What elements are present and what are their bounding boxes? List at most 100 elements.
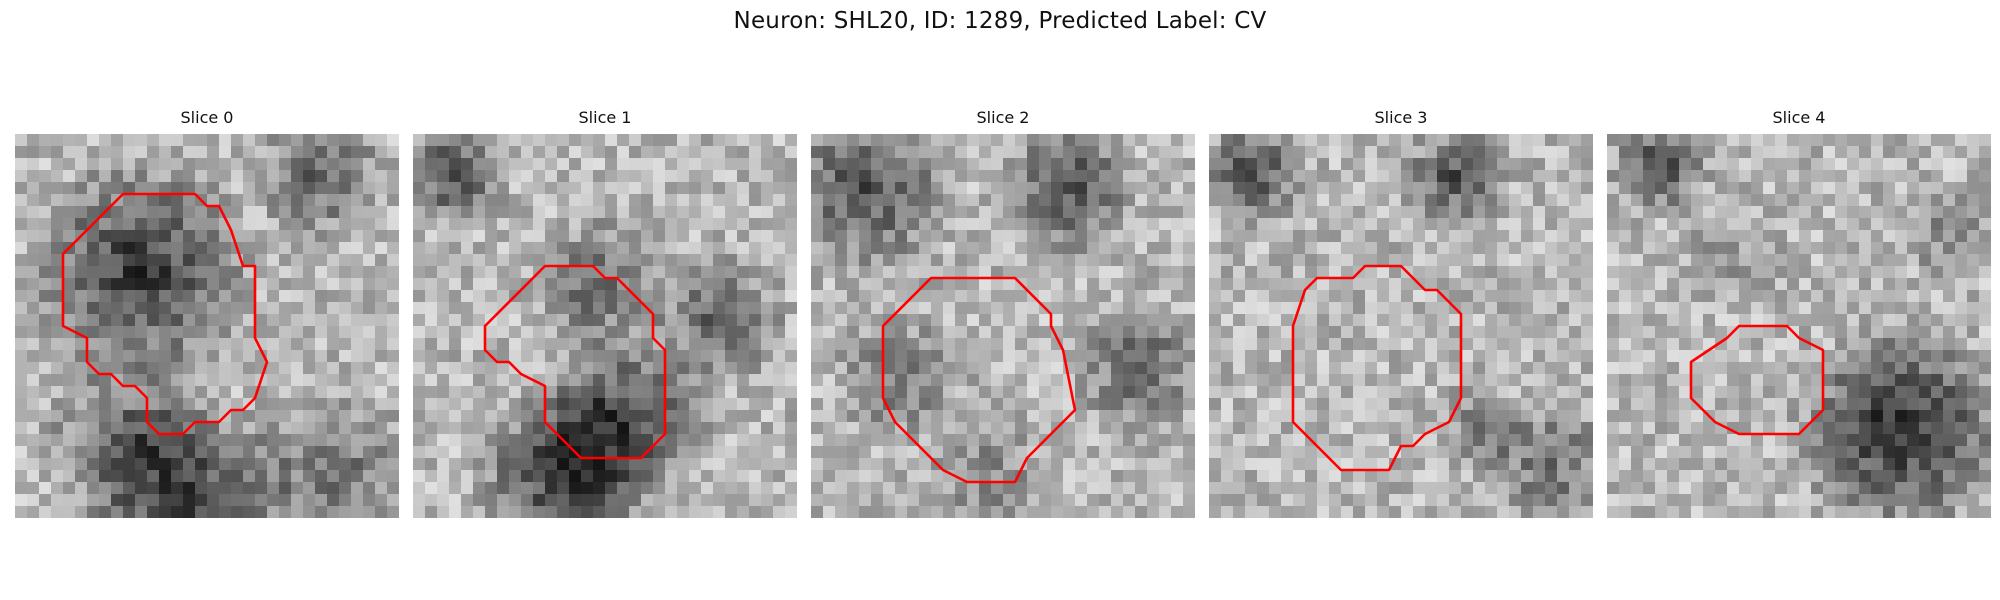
pixel-cell — [351, 374, 364, 387]
pixel-cell — [1353, 206, 1366, 219]
pixel-cell — [1679, 146, 1692, 159]
pixel-cell — [1509, 350, 1522, 363]
pixel-cell — [27, 194, 40, 207]
pixel-cell — [87, 134, 100, 147]
pixel-cell — [1883, 374, 1896, 387]
pixel-cell — [1557, 434, 1570, 447]
pixel-cell — [473, 422, 486, 435]
pixel-cell — [1281, 410, 1294, 423]
pixel-cell — [375, 482, 388, 495]
pixel-cell — [1353, 134, 1366, 147]
pixel-cell — [1317, 386, 1330, 399]
pixel-cell — [1763, 242, 1776, 255]
pixel-cell — [847, 278, 860, 291]
pixel-cell — [749, 218, 762, 231]
pixel-cell — [1823, 314, 1836, 327]
pixel-cell — [1569, 458, 1582, 471]
pixel-cell — [1955, 434, 1968, 447]
pixel-cell — [653, 422, 666, 435]
pixel-cell — [63, 482, 76, 495]
pixel-cell — [1039, 350, 1052, 363]
pixel-cell — [171, 326, 184, 339]
pixel-cell — [1257, 386, 1270, 399]
pixel-cell — [943, 470, 956, 483]
pixel-cell — [243, 494, 256, 507]
pixel-cell — [835, 410, 848, 423]
pixel-cell — [1075, 146, 1088, 159]
pixel-cell — [1967, 434, 1980, 447]
pixel-cell — [1521, 458, 1534, 471]
pixel-cell — [437, 362, 450, 375]
pixel-cell — [1027, 182, 1040, 195]
pixel-cell — [1147, 470, 1160, 483]
pixel-cell — [785, 350, 797, 363]
pixel-cell — [1317, 230, 1330, 243]
pixel-cell — [291, 338, 304, 351]
pixel-cell — [437, 134, 450, 147]
pixel-cell — [183, 146, 196, 159]
pixel-cell — [1377, 506, 1390, 518]
pixel-cell — [255, 254, 268, 267]
pixel-cell — [1099, 158, 1112, 171]
pixel-cell — [1099, 254, 1112, 267]
pixel-cell — [1087, 506, 1100, 518]
pixel-cell — [1329, 494, 1342, 507]
pixel-cell — [15, 434, 28, 447]
pixel-cell — [1955, 170, 1968, 183]
pixel-cell — [653, 254, 666, 267]
pixel-cell — [1123, 326, 1136, 339]
pixel-cell — [1305, 326, 1318, 339]
pixel-cell — [1365, 134, 1378, 147]
pixel-cell — [1015, 206, 1028, 219]
pixel-cell — [111, 458, 124, 471]
pixel-cell — [785, 242, 797, 255]
pixel-cell — [1209, 254, 1222, 267]
pixel-cell — [1209, 446, 1222, 459]
pixel-cell — [725, 386, 738, 399]
pixel-cell — [1607, 146, 1620, 159]
pixel-cell — [1365, 446, 1378, 459]
pixel-cell — [449, 434, 462, 447]
pixel-cell — [123, 470, 136, 483]
pixel-cell — [871, 350, 884, 363]
pixel-cell — [907, 494, 920, 507]
pixel-cell — [1607, 314, 1620, 327]
pixel-cell — [87, 338, 100, 351]
pixel-cell — [1979, 338, 1991, 351]
pixel-cell — [1581, 338, 1593, 351]
pixel-cell — [135, 494, 148, 507]
pixel-cell — [327, 170, 340, 183]
pixel-cell — [991, 242, 1004, 255]
pixel-cell — [1087, 458, 1100, 471]
pixel-cell — [485, 206, 498, 219]
pixel-cell — [1051, 146, 1064, 159]
pixel-cell — [111, 434, 124, 447]
pixel-cell — [557, 218, 570, 231]
pixel-cell — [823, 254, 836, 267]
pixel-cell — [991, 362, 1004, 375]
pixel-cell — [581, 242, 594, 255]
pixel-cell — [1027, 422, 1040, 435]
pixel-cell — [303, 254, 316, 267]
pixel-cell — [1233, 254, 1246, 267]
pixel-cell — [737, 362, 750, 375]
pixel-cell — [243, 458, 256, 471]
pixel-cell — [1727, 410, 1740, 423]
pixel-cell — [847, 386, 860, 399]
pixel-cell — [1003, 134, 1016, 147]
pixel-cell — [1943, 410, 1956, 423]
pixel-cell — [1075, 170, 1088, 183]
pixel-cell — [1787, 278, 1800, 291]
pixel-cell — [1691, 374, 1704, 387]
pixel-cell — [147, 506, 160, 518]
pixel-cell — [1221, 410, 1234, 423]
pixel-cell — [63, 134, 76, 147]
pixel-cell — [413, 422, 426, 435]
pixel-cell — [1389, 326, 1402, 339]
pixel-cell — [363, 266, 376, 279]
pixel-cell — [87, 290, 100, 303]
pixel-cell — [653, 410, 666, 423]
pixel-cell — [1269, 230, 1282, 243]
pixel-cell — [183, 362, 196, 375]
pixel-cell — [1329, 386, 1342, 399]
